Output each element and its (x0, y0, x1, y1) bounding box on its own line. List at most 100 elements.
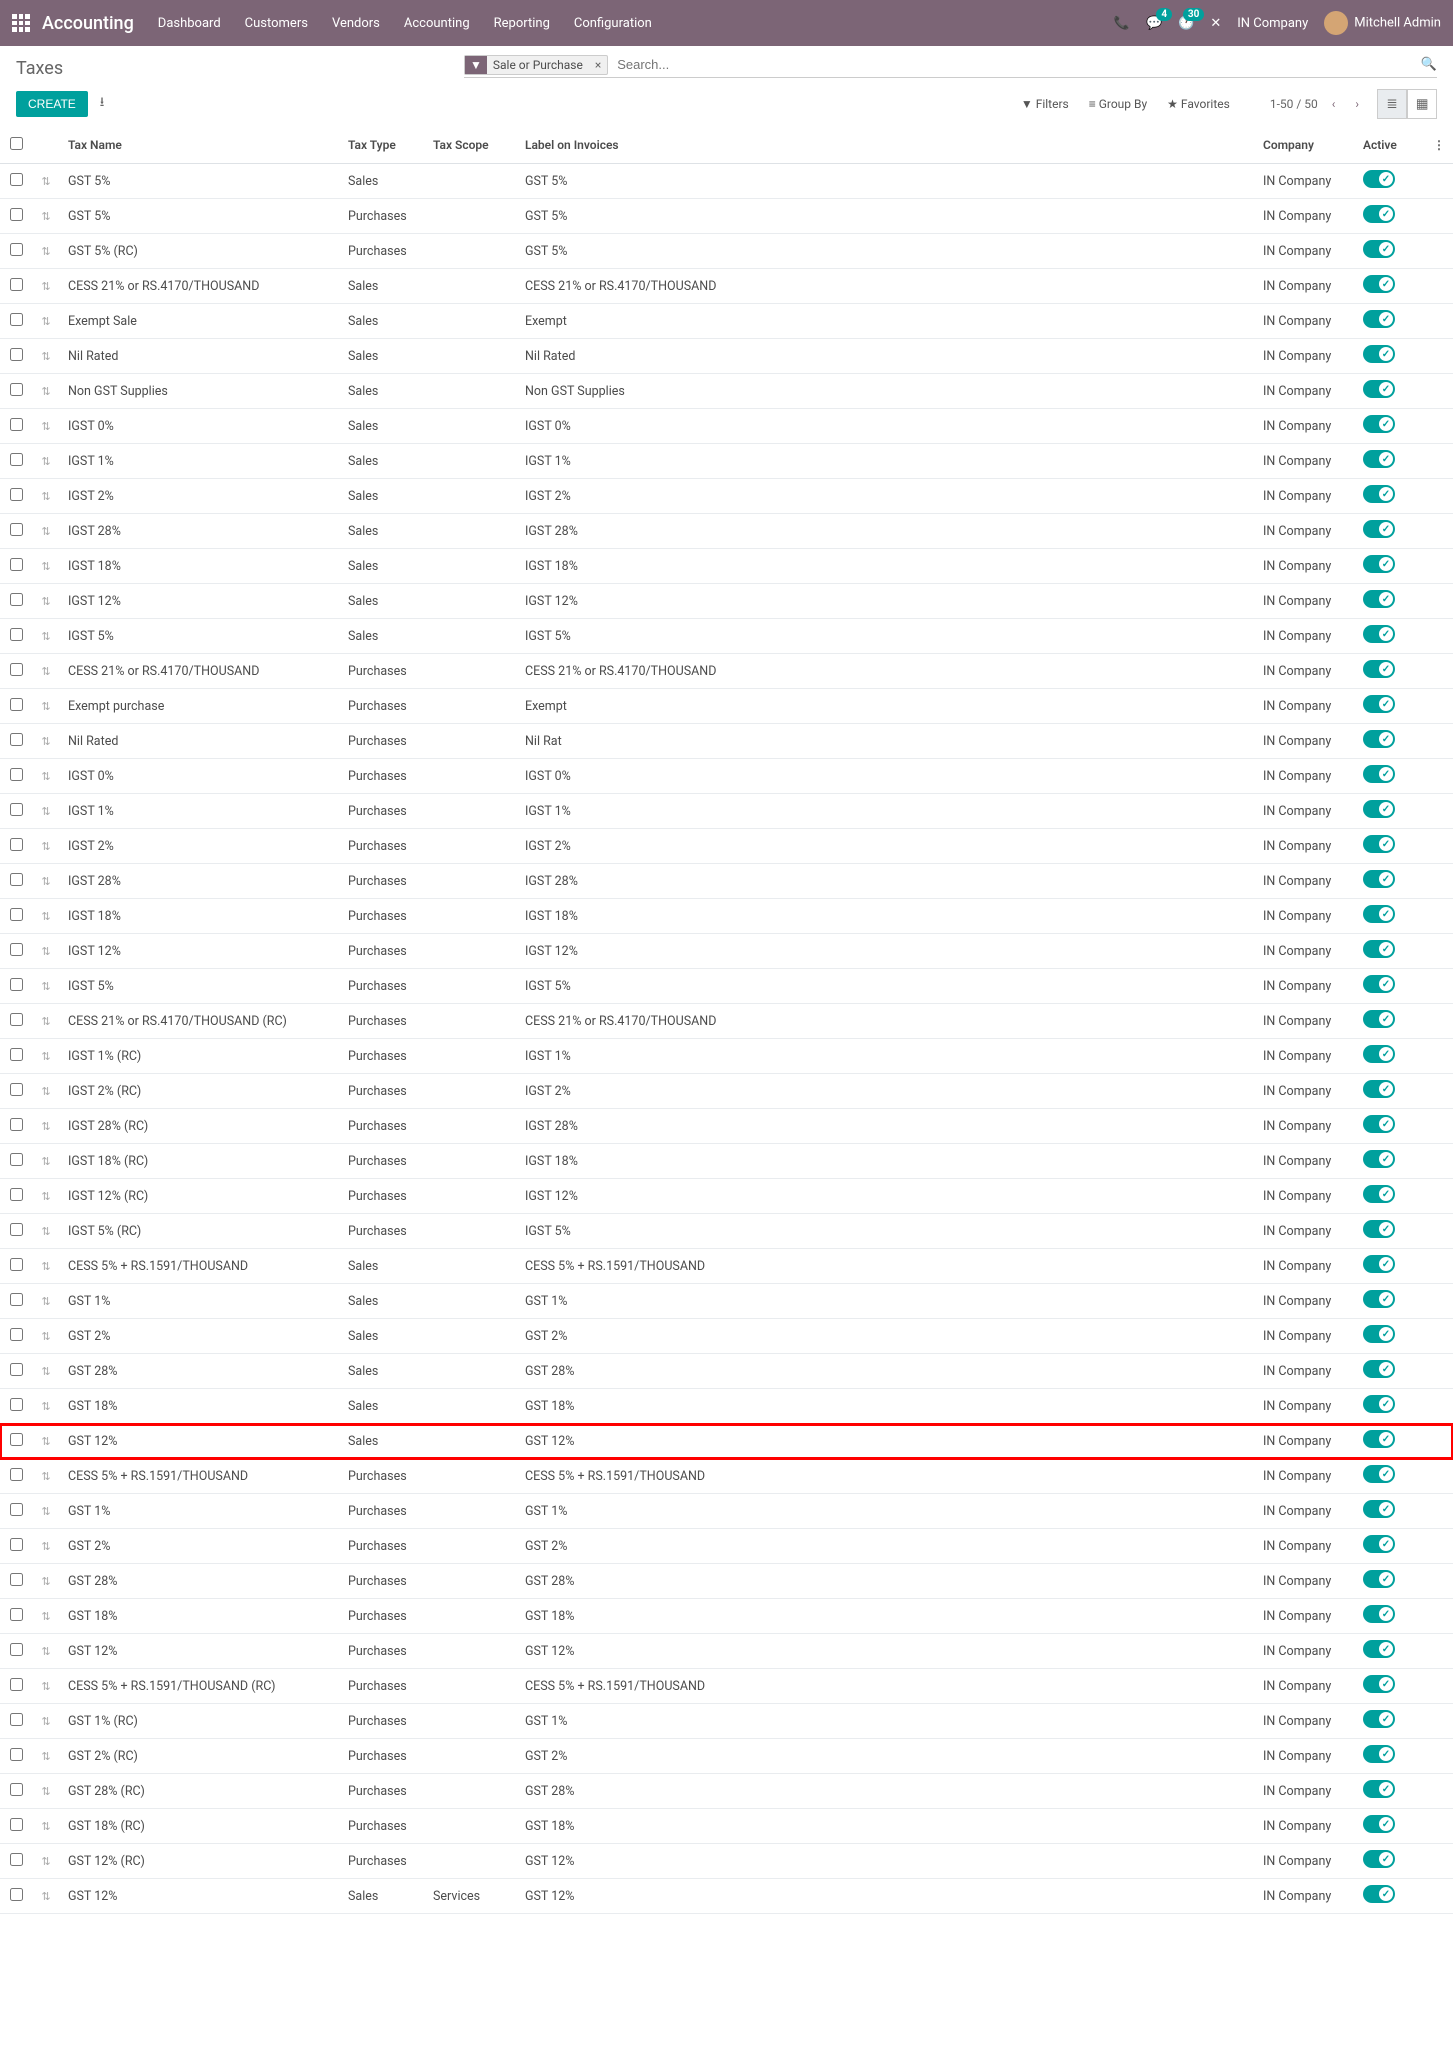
menu-configuration[interactable]: Configuration (574, 16, 652, 31)
drag-handle-icon[interactable] (41, 1294, 50, 1309)
active-toggle[interactable] (1363, 1290, 1395, 1308)
row-checkbox[interactable] (10, 418, 23, 431)
list-view-button[interactable]: ≣ (1377, 89, 1407, 119)
table-row[interactable]: GST 18%PurchasesGST 18%IN Company (0, 1599, 1453, 1634)
drag-handle-icon[interactable] (41, 699, 50, 714)
drag-handle-icon[interactable] (41, 1574, 50, 1589)
table-row[interactable]: IGST 5% (RC)PurchasesIGST 5%IN Company (0, 1214, 1453, 1249)
row-checkbox[interactable] (10, 1608, 23, 1621)
active-toggle[interactable] (1363, 345, 1395, 363)
row-checkbox[interactable] (10, 1573, 23, 1586)
active-toggle[interactable] (1363, 905, 1395, 923)
row-checkbox[interactable] (10, 1538, 23, 1551)
active-toggle[interactable] (1363, 1255, 1395, 1273)
active-toggle[interactable] (1363, 1500, 1395, 1518)
drag-handle-icon[interactable] (41, 1084, 50, 1099)
th-active[interactable]: Active (1355, 127, 1425, 164)
active-toggle[interactable] (1363, 1780, 1395, 1798)
row-checkbox[interactable] (10, 208, 23, 221)
active-toggle[interactable] (1363, 1885, 1395, 1903)
active-toggle[interactable] (1363, 765, 1395, 783)
table-row[interactable]: IGST 28% (RC)PurchasesIGST 28%IN Company (0, 1109, 1453, 1144)
table-row[interactable]: CESS 21% or RS.4170/THOUSANDPurchasesCES… (0, 654, 1453, 689)
row-checkbox[interactable] (10, 1328, 23, 1341)
table-row[interactable]: Exempt SaleSalesExemptIN Company (0, 304, 1453, 339)
row-checkbox[interactable] (10, 628, 23, 641)
import-button[interactable]: ⭳ (100, 93, 105, 115)
drag-handle-icon[interactable] (41, 419, 50, 434)
drag-handle-icon[interactable] (41, 1399, 50, 1414)
drag-handle-icon[interactable] (41, 524, 50, 539)
active-toggle[interactable] (1363, 1010, 1395, 1028)
active-toggle[interactable] (1363, 800, 1395, 818)
th-label[interactable]: Label on Invoices (517, 127, 1255, 164)
th-name[interactable]: Tax Name (60, 127, 340, 164)
table-row[interactable]: IGST 18%SalesIGST 18%IN Company (0, 549, 1453, 584)
search-input[interactable] (614, 54, 1421, 75)
table-row[interactable]: CESS 21% or RS.4170/THOUSAND (RC)Purchas… (0, 1004, 1453, 1039)
active-toggle[interactable] (1363, 1220, 1395, 1238)
table-row[interactable]: IGST 18% (RC)PurchasesIGST 18%IN Company (0, 1144, 1453, 1179)
table-row[interactable]: IGST 5%SalesIGST 5%IN Company (0, 619, 1453, 654)
drag-handle-icon[interactable] (41, 1889, 50, 1904)
table-row[interactable]: GST 1%SalesGST 1%IN Company (0, 1284, 1453, 1319)
row-checkbox[interactable] (10, 838, 23, 851)
drag-handle-icon[interactable] (41, 1609, 50, 1624)
drag-handle-icon[interactable] (41, 1049, 50, 1064)
table-row[interactable]: IGST 12%PurchasesIGST 12%IN Company (0, 934, 1453, 969)
active-toggle[interactable] (1363, 870, 1395, 888)
drag-handle-icon[interactable] (41, 1854, 50, 1869)
menu-dashboard[interactable]: Dashboard (158, 16, 221, 31)
active-toggle[interactable] (1363, 240, 1395, 258)
table-row[interactable]: Exempt purchasePurchasesExemptIN Company (0, 689, 1453, 724)
active-toggle[interactable] (1363, 1640, 1395, 1658)
th-type[interactable]: Tax Type (340, 127, 425, 164)
search-icon[interactable]: 🔍 (1421, 57, 1437, 72)
company-switcher[interactable]: IN Company (1237, 16, 1308, 31)
drag-handle-icon[interactable] (41, 1749, 50, 1764)
pager-next-icon[interactable]: › (1349, 93, 1365, 115)
favorites-dropdown[interactable]: ★ Favorites (1167, 97, 1230, 111)
app-brand[interactable]: Accounting (42, 13, 134, 34)
row-checkbox[interactable] (10, 873, 23, 886)
row-checkbox[interactable] (10, 348, 23, 361)
active-toggle[interactable] (1363, 1535, 1395, 1553)
table-row[interactable]: CESS 5% + RS.1591/THOUSANDSalesCESS 5% +… (0, 1249, 1453, 1284)
table-row[interactable]: GST 28%SalesGST 28%IN Company (0, 1354, 1453, 1389)
row-checkbox[interactable] (10, 1398, 23, 1411)
table-row[interactable]: IGST 1%PurchasesIGST 1%IN Company (0, 794, 1453, 829)
table-row[interactable]: GST 12%SalesServicesGST 12%IN Company (0, 1879, 1453, 1914)
drag-handle-icon[interactable] (41, 489, 50, 504)
drag-handle-icon[interactable] (41, 734, 50, 749)
active-toggle[interactable] (1363, 695, 1395, 713)
active-toggle[interactable] (1363, 1710, 1395, 1728)
table-row[interactable]: GST 18% (RC)PurchasesGST 18%IN Company (0, 1809, 1453, 1844)
table-row[interactable]: IGST 18%PurchasesIGST 18%IN Company (0, 899, 1453, 934)
table-row[interactable]: GST 5%SalesGST 5%IN Company (0, 164, 1453, 199)
row-checkbox[interactable] (10, 698, 23, 711)
table-row[interactable]: IGST 2% (RC)PurchasesIGST 2%IN Company (0, 1074, 1453, 1109)
drag-handle-icon[interactable] (41, 874, 50, 889)
row-checkbox[interactable] (10, 908, 23, 921)
active-toggle[interactable] (1363, 1325, 1395, 1343)
table-row[interactable]: IGST 1% (RC)PurchasesIGST 1%IN Company (0, 1039, 1453, 1074)
row-checkbox[interactable] (10, 1118, 23, 1131)
drag-handle-icon[interactable] (41, 454, 50, 469)
th-scope[interactable]: Tax Scope (425, 127, 517, 164)
active-toggle[interactable] (1363, 1430, 1395, 1448)
active-toggle[interactable] (1363, 1745, 1395, 1763)
table-row[interactable]: CESS 5% + RS.1591/THOUSANDPurchasesCESS … (0, 1459, 1453, 1494)
optional-columns-icon[interactable]: ⋮ (1425, 127, 1453, 164)
active-toggle[interactable] (1363, 380, 1395, 398)
table-row[interactable]: IGST 5%PurchasesIGST 5%IN Company (0, 969, 1453, 1004)
row-checkbox[interactable] (10, 1048, 23, 1061)
drag-handle-icon[interactable] (41, 804, 50, 819)
row-checkbox[interactable] (10, 558, 23, 571)
active-toggle[interactable] (1363, 275, 1395, 293)
drag-handle-icon[interactable] (41, 1259, 50, 1274)
row-checkbox[interactable] (10, 733, 23, 746)
active-toggle[interactable] (1363, 450, 1395, 468)
row-checkbox[interactable] (10, 1223, 23, 1236)
table-row[interactable]: GST 1% (RC)PurchasesGST 1%IN Company (0, 1704, 1453, 1739)
row-checkbox[interactable] (10, 1713, 23, 1726)
